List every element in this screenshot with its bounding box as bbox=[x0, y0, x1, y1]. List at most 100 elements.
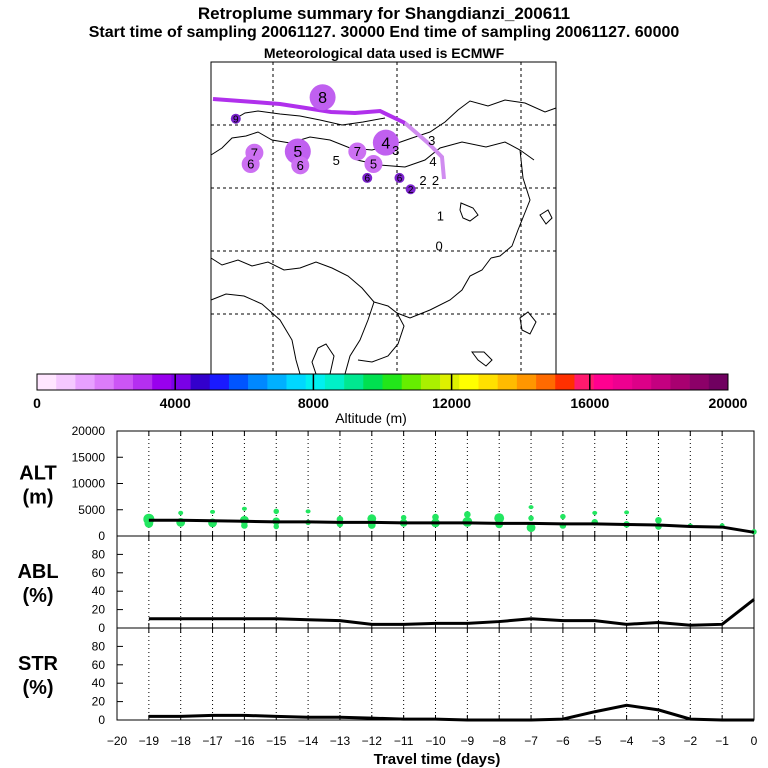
cluster-dot bbox=[230, 113, 241, 124]
colorbar-cell bbox=[689, 374, 710, 390]
altitude-colorbar: 0 4000 8000 12000 16000 20000 Altitude (m) bbox=[33, 373, 748, 426]
panel-alt: 0 5000 10000 15000 20000 ALT (m) bbox=[19, 424, 757, 543]
altitude-cluster-point bbox=[400, 514, 407, 521]
colorbar-cell bbox=[593, 374, 614, 390]
cluster-label: 6 bbox=[297, 158, 304, 173]
colorbar-cell bbox=[440, 374, 460, 390]
altitude-cluster-point bbox=[528, 515, 534, 521]
x-tick-label: −4 bbox=[620, 734, 634, 748]
cluster-dot bbox=[291, 156, 310, 175]
colorbar-cell bbox=[56, 374, 76, 390]
altitude-cluster-point bbox=[432, 513, 439, 521]
cluster-dot bbox=[364, 155, 383, 174]
panel-ylabel: ABL (%) bbox=[17, 561, 58, 607]
colorbar-cell bbox=[94, 374, 115, 390]
colorbar-cell bbox=[171, 374, 191, 390]
altitude-cluster-point bbox=[526, 523, 536, 532]
x-tick-label: −16 bbox=[234, 734, 255, 748]
altitude-cluster-point bbox=[528, 505, 534, 510]
cluster-label: 4 bbox=[381, 135, 390, 152]
colorbar-tick-label: 16000 bbox=[570, 395, 609, 411]
colorbar-tick-label: 8000 bbox=[298, 395, 329, 411]
altitude-cluster-point bbox=[624, 510, 630, 515]
cluster-label: 9 bbox=[233, 114, 239, 125]
colorbar-cell bbox=[382, 374, 402, 390]
x-tick-label: −7 bbox=[524, 734, 538, 748]
colorbar-cell bbox=[363, 374, 383, 390]
colorbar-cell bbox=[113, 374, 134, 390]
x-tick-label: −1 bbox=[715, 734, 729, 748]
x-tick-label: −11 bbox=[394, 734, 414, 748]
colorbar-label: Altitude (m) bbox=[335, 410, 407, 426]
altitude-cluster-point bbox=[560, 513, 566, 520]
cluster-dot bbox=[372, 129, 399, 156]
altitude-cluster-point bbox=[273, 508, 279, 515]
colorbar-cell bbox=[459, 374, 479, 390]
x-axis-label: Travel time (days) bbox=[374, 751, 501, 768]
cluster-label: 6 bbox=[247, 157, 254, 172]
cluster-label: 5 bbox=[333, 153, 340, 168]
x-tick-label: −19 bbox=[139, 734, 160, 748]
colorbar-cell bbox=[152, 374, 172, 390]
cluster-label: 1 bbox=[437, 208, 444, 223]
cluster-dot bbox=[405, 184, 416, 195]
panel-frame bbox=[116, 535, 755, 629]
x-tick-label: −6 bbox=[556, 734, 570, 748]
y-tick-label: 60 bbox=[92, 566, 106, 580]
y-tick-label: 5000 bbox=[78, 503, 105, 517]
colorbar-cell bbox=[516, 374, 537, 390]
x-tick-label: −12 bbox=[362, 734, 383, 748]
colorbar-tick-label: 20000 bbox=[709, 395, 748, 411]
panel-ylabel: STR (%) bbox=[18, 653, 59, 699]
colorbar-cell bbox=[651, 374, 671, 390]
cluster-label: 5 bbox=[370, 157, 377, 172]
coastlines bbox=[210, 99, 557, 375]
colorbar-cell bbox=[228, 374, 249, 390]
sampling-time-subtitle: Start time of sampling 20061127. 30000 E… bbox=[88, 24, 680, 41]
cluster-label: 4 bbox=[429, 154, 436, 169]
altitude-cluster-point bbox=[494, 513, 505, 524]
y-tick-label: 60 bbox=[92, 658, 106, 672]
cluster-label: 7 bbox=[251, 145, 258, 160]
cluster-label: 2 bbox=[408, 185, 414, 196]
colorbar-cell bbox=[209, 374, 230, 390]
cluster-label: 2 bbox=[419, 173, 426, 188]
x-tick-label: −3 bbox=[652, 734, 666, 748]
y-tick-label: 20 bbox=[92, 695, 106, 709]
colorbar-cell bbox=[267, 374, 287, 390]
cluster-dot bbox=[348, 142, 367, 161]
y-tick-label: 10000 bbox=[72, 477, 106, 491]
cluster-dot bbox=[394, 172, 405, 183]
x-tick-label: −2 bbox=[683, 734, 697, 748]
colorbar-cell bbox=[132, 374, 153, 390]
altitude-cluster-point bbox=[210, 509, 216, 514]
colorbar-cell bbox=[632, 374, 652, 390]
panel-ylabel: ALT (m) bbox=[19, 463, 56, 509]
cluster-label: 8 bbox=[318, 90, 327, 107]
colorbar-cell bbox=[324, 374, 345, 390]
colorbar-cell bbox=[248, 374, 268, 390]
altitude-cluster-point bbox=[305, 509, 311, 514]
x-tick-label: −15 bbox=[266, 734, 287, 748]
colorbar-cell bbox=[612, 374, 633, 390]
meteorological-data-subtitle: Meteorological data used is ECMWF bbox=[263, 45, 505, 61]
altitude-cluster-point bbox=[655, 516, 662, 524]
cluster-dot bbox=[241, 155, 260, 174]
altitude-cluster-point bbox=[273, 523, 279, 530]
chart-title: Retroplume summary for Shangdianzi_20061… bbox=[197, 4, 571, 23]
cluster-label: 2 bbox=[432, 173, 439, 188]
cluster-label: 6 bbox=[364, 174, 370, 185]
colorbar-cell bbox=[190, 374, 211, 390]
altitude-cluster-point bbox=[241, 522, 248, 529]
colorbar-tick-label: 4000 bbox=[160, 395, 191, 411]
colorbar-cell bbox=[37, 374, 57, 390]
y-tick-label: 40 bbox=[92, 676, 106, 690]
cluster-label: 3 bbox=[392, 143, 399, 158]
colorbar-cell bbox=[555, 374, 575, 390]
panel-abl: 0 20 40 60 80 ABL (%) bbox=[17, 535, 755, 635]
x-tick-label: −5 bbox=[588, 734, 602, 748]
colorbar-cell bbox=[401, 374, 422, 390]
